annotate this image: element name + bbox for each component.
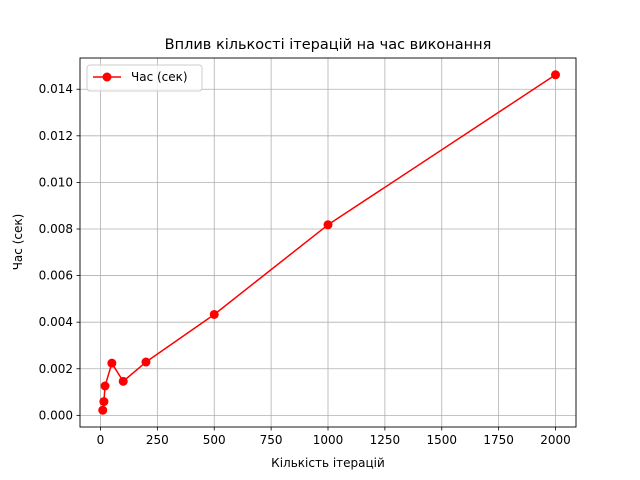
legend-box	[86, 64, 203, 92]
data-point	[100, 381, 110, 391]
y-tick-label: 0.012	[39, 129, 73, 143]
x-tick-label: 1750	[483, 433, 514, 447]
data-point	[141, 357, 151, 367]
y-tick-label: 0.000	[39, 408, 73, 422]
x-tick-label: 500	[203, 433, 226, 447]
x-tick-label: 0	[97, 433, 105, 447]
series-layer	[98, 70, 561, 415]
chart-title: Вплив кількості ітерацій на час виконанн…	[165, 37, 492, 53]
x-tick-label: 750	[260, 433, 283, 447]
y-tick-label: 0.008	[39, 222, 73, 236]
data-point	[209, 309, 219, 319]
data-point	[323, 220, 333, 230]
legend: Час (сек)	[86, 64, 203, 92]
y-tick-label: 0.004	[39, 315, 73, 329]
legend-entry-label: Час (сек)	[131, 70, 188, 84]
x-tick-label: 2000	[540, 433, 571, 447]
x-tick-label: 1000	[313, 433, 344, 447]
y-tick-label: 0.010	[39, 175, 73, 189]
y-tick-label: 0.002	[39, 362, 73, 376]
y-tick-label: 0.014	[39, 82, 73, 96]
data-point	[98, 405, 108, 415]
y-tick-label: 0.006	[39, 269, 73, 283]
data-point	[99, 397, 109, 407]
x-axis-ticks: 0 250 500 750 1000 1250 1500 1750 2000	[97, 427, 571, 447]
x-tick-label: 250	[146, 433, 169, 447]
data-point	[118, 376, 128, 386]
x-tick-label: 1500	[426, 433, 457, 447]
y-axis-ticks: 0.000 0.002 0.004 0.006 0.008 0.010 0.012 0.014	[39, 82, 80, 422]
data-point	[107, 358, 117, 368]
y-axis-label: Час (сек)	[11, 214, 25, 271]
x-axis-label: Кількість ітерацій	[271, 456, 385, 470]
data-point	[551, 70, 561, 80]
legend-marker-swatch	[102, 72, 112, 82]
x-tick-label: 1250	[370, 433, 401, 447]
